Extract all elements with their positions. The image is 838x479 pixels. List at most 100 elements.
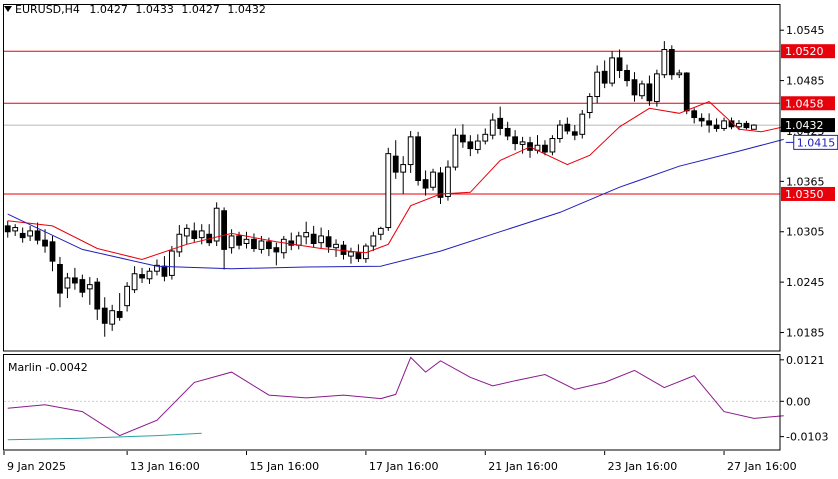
candle-body xyxy=(668,49,675,76)
candle-body xyxy=(571,131,578,136)
time-tick-label: 15 Jan 16:00 xyxy=(250,460,320,473)
candle-body xyxy=(280,238,287,254)
candle-body xyxy=(377,227,384,235)
candle-body xyxy=(265,241,272,250)
candle-body xyxy=(79,279,86,293)
candle-body xyxy=(445,166,451,197)
candle-body xyxy=(721,120,727,129)
high-value: 1.0433 xyxy=(135,3,174,16)
candle-body xyxy=(430,171,436,188)
candle-body xyxy=(407,136,414,166)
candle-body xyxy=(631,79,638,96)
candle-body xyxy=(34,230,41,241)
candle-body xyxy=(161,265,168,277)
candle-body xyxy=(512,136,519,145)
time-tick-label: 27 Jan 16:00 xyxy=(727,460,797,473)
oscillator-line xyxy=(7,356,784,437)
price-tick-label: 1.0305 xyxy=(786,226,825,239)
candle-body xyxy=(601,70,608,84)
price-tick-label: 1.0245 xyxy=(786,276,825,289)
close-value: 1.0432 xyxy=(227,3,266,16)
candle-body xyxy=(459,134,466,143)
candle-body xyxy=(131,273,138,291)
candle-body xyxy=(273,247,280,253)
horizontal-levels xyxy=(4,50,780,195)
candle-body xyxy=(154,264,160,272)
candle-body xyxy=(109,310,116,325)
chevron-down-icon[interactable] xyxy=(4,6,12,12)
candle-body xyxy=(288,240,295,246)
candle-body xyxy=(661,49,668,76)
candle-body xyxy=(415,136,422,182)
candle-body xyxy=(452,134,459,168)
candle-body xyxy=(474,140,481,150)
time-axis[interactable]: 9 Jan 2025 13 Jan 16:00 15 Jan 16:00 17 Jan… xyxy=(3,451,797,473)
candle-body xyxy=(191,230,198,239)
candle-body xyxy=(213,207,220,242)
candle-body xyxy=(49,241,56,262)
candle-body xyxy=(251,238,257,250)
moving-averages xyxy=(7,101,784,270)
current-price-label: 1.0432 xyxy=(785,119,824,132)
moving-average-slow xyxy=(7,138,784,270)
candle-body xyxy=(504,127,511,137)
level-label: 1.0458 xyxy=(785,97,824,110)
level-label: 1.0520 xyxy=(785,45,824,58)
candle-body xyxy=(392,155,399,173)
level-label: 1.0350 xyxy=(785,188,824,201)
candle-body xyxy=(139,274,145,279)
candle-body xyxy=(750,124,757,130)
candle-body xyxy=(348,251,354,257)
candle-body xyxy=(101,307,108,324)
candle-body xyxy=(198,230,205,239)
oscillator-tick-label: 0.0121 xyxy=(786,354,825,367)
candle-body xyxy=(437,172,444,198)
candle-body xyxy=(683,72,690,112)
candle-body xyxy=(310,233,317,245)
candle-body xyxy=(713,124,720,129)
candle-body xyxy=(71,277,78,284)
price-axis[interactable]: 1.05451.04851.04251.03651.03051.02451.01… xyxy=(780,24,828,444)
candle-body xyxy=(116,311,123,318)
candle-body xyxy=(676,72,683,76)
candle-body xyxy=(482,133,489,142)
candle-body xyxy=(94,281,101,310)
candle-body xyxy=(467,141,474,150)
oscillator-title: Marlin -0.0042 xyxy=(8,361,88,374)
candle-body xyxy=(325,236,332,248)
price-tick-label: 1.0185 xyxy=(786,327,825,340)
candle-body xyxy=(586,96,593,113)
candle-body xyxy=(12,227,19,232)
candle-body xyxy=(609,57,616,84)
candle-body xyxy=(549,138,556,153)
oscillator-signal-line xyxy=(7,432,202,441)
moving-average-fast xyxy=(7,101,784,261)
time-tick-label: 9 Jan 2025 xyxy=(7,460,66,473)
low-value: 1.0427 xyxy=(181,3,220,16)
candle-body xyxy=(698,117,705,122)
candle-body xyxy=(728,120,735,128)
time-tick-label: 13 Jan 16:00 xyxy=(130,460,200,473)
candle-body xyxy=(228,235,235,249)
candle-body xyxy=(183,227,190,237)
candle-body xyxy=(124,285,131,307)
candle-body xyxy=(370,235,377,247)
candle-body xyxy=(146,270,153,280)
candle-body xyxy=(333,243,339,249)
price-tick-label: 1.0365 xyxy=(786,175,825,188)
level-label-bg xyxy=(781,186,835,201)
candle-body xyxy=(57,264,63,294)
candle-body xyxy=(318,235,325,244)
price-labels: 1.0520 1.0458 1.0350 1.0432 1.0415 xyxy=(781,44,838,201)
candle-body xyxy=(639,83,645,97)
candle-body xyxy=(564,123,571,132)
candle-body xyxy=(542,144,548,153)
candle-body xyxy=(19,232,26,239)
candle-body xyxy=(519,141,526,145)
level-label-bg xyxy=(781,96,835,111)
candle-body xyxy=(736,122,742,128)
oscillator-tick-label: 0.00 xyxy=(786,395,811,408)
candle-body xyxy=(355,252,362,260)
